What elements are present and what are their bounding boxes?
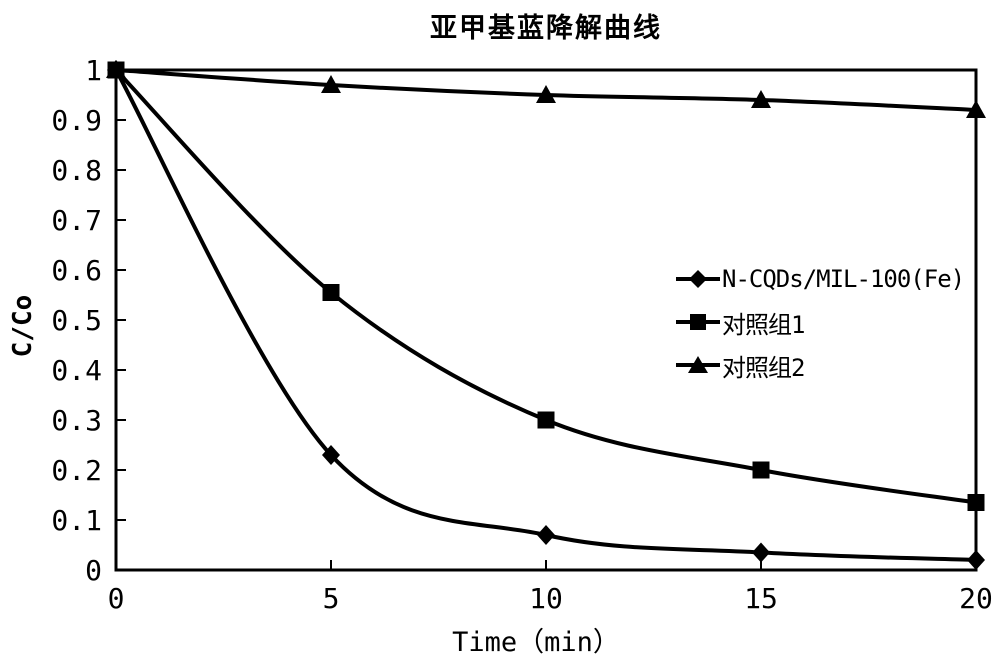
legend-item-control2: 对照组2: [676, 350, 964, 382]
x-tick-label: 0: [108, 582, 125, 615]
series-line-1: [114, 68, 978, 505]
series-marker-triangle: [321, 75, 341, 93]
y-tick-label: 0: [85, 554, 102, 587]
legend: N-CQDs/MIL-100(Fe) 对照组1 对照组2: [676, 264, 965, 382]
series-marker-triangle: [751, 90, 771, 108]
y-axis-title: C/Co: [8, 294, 38, 358]
x-tick-label: 10: [529, 582, 563, 615]
y-tick-label: 1: [85, 54, 102, 87]
legend-label: 对照组2: [722, 353, 805, 382]
series-marker-square: [967, 494, 985, 511]
y-tick-label: 0.4: [51, 354, 102, 387]
series-marker-diamond: [752, 542, 770, 563]
series-marker-square: [537, 411, 555, 429]
legend-label: 对照组1: [722, 310, 805, 339]
series-marker-square: [322, 284, 340, 301]
series-marker-triangle: [106, 60, 126, 78]
y-tick-label: 0.9: [51, 104, 102, 137]
legend-label: N-CQDs/MIL-100(Fe): [722, 265, 965, 293]
chart-title: 亚甲基蓝降解曲线: [430, 13, 662, 43]
legend-item-ncqds: N-CQDs/MIL-100(Fe): [676, 264, 965, 294]
series-line-0: [114, 68, 978, 562]
x-tick-label: 20: [959, 582, 993, 615]
y-tick-label: 0.1: [51, 504, 102, 537]
series-marker-triangle: [536, 85, 556, 103]
y-tick-label: 0.7: [51, 204, 102, 237]
y-tick-label: 0.2: [51, 454, 102, 487]
series-marker-square: [752, 461, 770, 479]
legend-item-control1: 对照组1: [676, 307, 964, 339]
series-marker-triangle: [966, 100, 986, 118]
y-tick-label: 0.3: [51, 404, 102, 437]
square-marker-icon: [676, 314, 720, 330]
x-tick-label: 15: [744, 582, 778, 615]
x-tick-label: 5: [323, 582, 340, 615]
triangle-marker-icon: [676, 356, 720, 373]
series-marker-diamond: [967, 550, 985, 570]
x-axis-title: Time（min）: [452, 627, 620, 658]
y-tick-label: 0.6: [51, 254, 102, 287]
series-marker-diamond: [537, 525, 555, 545]
y-tick-label: 0.5: [51, 304, 102, 337]
series-marker-diamond: [322, 445, 340, 465]
y-tick-label: 0.8: [51, 154, 102, 187]
diamond-marker-icon: [676, 270, 720, 288]
